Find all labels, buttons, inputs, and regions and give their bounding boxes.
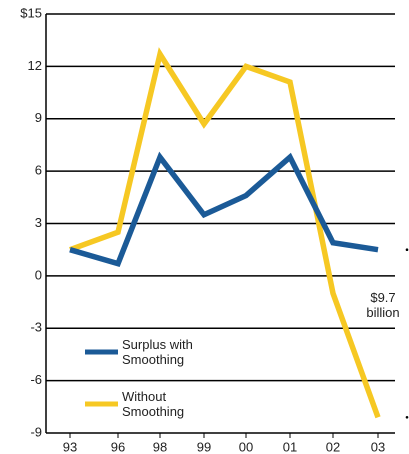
marker-dot xyxy=(405,248,409,251)
y-tick-label: -3 xyxy=(30,320,42,335)
y-tick-label: 0 xyxy=(35,267,42,282)
x-tick-label: 99 xyxy=(197,439,211,454)
x-tick-label: 98 xyxy=(153,439,167,454)
y-tick-label: 12 xyxy=(28,58,42,73)
x-tick-label: 96 xyxy=(111,439,125,454)
x-tick-label: 93 xyxy=(63,439,77,454)
annotation: $9.7 billion xyxy=(366,290,400,320)
x-tick-label: 02 xyxy=(326,439,340,454)
marker-dot xyxy=(405,415,409,419)
y-tick-label: 6 xyxy=(35,163,42,178)
y-tick-label: -9 xyxy=(30,424,42,439)
y-tick-label: $15 xyxy=(20,5,42,20)
series-line xyxy=(69,47,381,419)
x-tick-label: 00 xyxy=(239,439,253,454)
series-line xyxy=(69,151,379,267)
y-tick-label: 9 xyxy=(35,110,42,125)
legend-label: Surplus with Smoothing xyxy=(122,337,193,367)
legend-label: Without Smoothing xyxy=(122,389,185,419)
x-tick-label: 03 xyxy=(371,439,385,454)
x-tick-label: 01 xyxy=(283,439,297,454)
y-tick-label: 3 xyxy=(35,215,42,230)
y-tick-label: -6 xyxy=(30,372,42,387)
